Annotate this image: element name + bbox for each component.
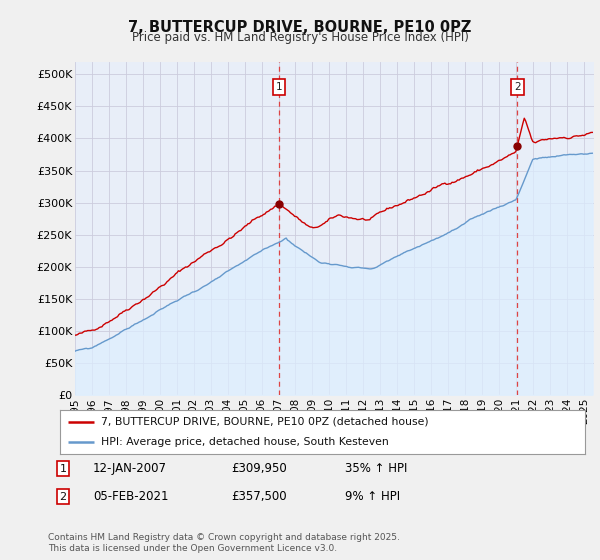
Text: HPI: Average price, detached house, South Kesteven: HPI: Average price, detached house, Sout… bbox=[101, 437, 389, 447]
Text: 12-JAN-2007: 12-JAN-2007 bbox=[93, 462, 167, 475]
Text: 7, BUTTERCUP DRIVE, BOURNE, PE10 0PZ (detached house): 7, BUTTERCUP DRIVE, BOURNE, PE10 0PZ (de… bbox=[101, 417, 428, 427]
Text: £309,950: £309,950 bbox=[231, 462, 287, 475]
Text: 1: 1 bbox=[276, 82, 283, 92]
Text: 35% ↑ HPI: 35% ↑ HPI bbox=[345, 462, 407, 475]
Text: 05-FEB-2021: 05-FEB-2021 bbox=[93, 490, 169, 503]
Text: 9% ↑ HPI: 9% ↑ HPI bbox=[345, 490, 400, 503]
Text: 2: 2 bbox=[514, 82, 521, 92]
Text: Price paid vs. HM Land Registry's House Price Index (HPI): Price paid vs. HM Land Registry's House … bbox=[131, 31, 469, 44]
Text: 2: 2 bbox=[59, 492, 67, 502]
Text: 7, BUTTERCUP DRIVE, BOURNE, PE10 0PZ: 7, BUTTERCUP DRIVE, BOURNE, PE10 0PZ bbox=[128, 20, 472, 35]
Text: Contains HM Land Registry data © Crown copyright and database right 2025.
This d: Contains HM Land Registry data © Crown c… bbox=[48, 533, 400, 553]
Text: 1: 1 bbox=[59, 464, 67, 474]
Text: £357,500: £357,500 bbox=[231, 490, 287, 503]
